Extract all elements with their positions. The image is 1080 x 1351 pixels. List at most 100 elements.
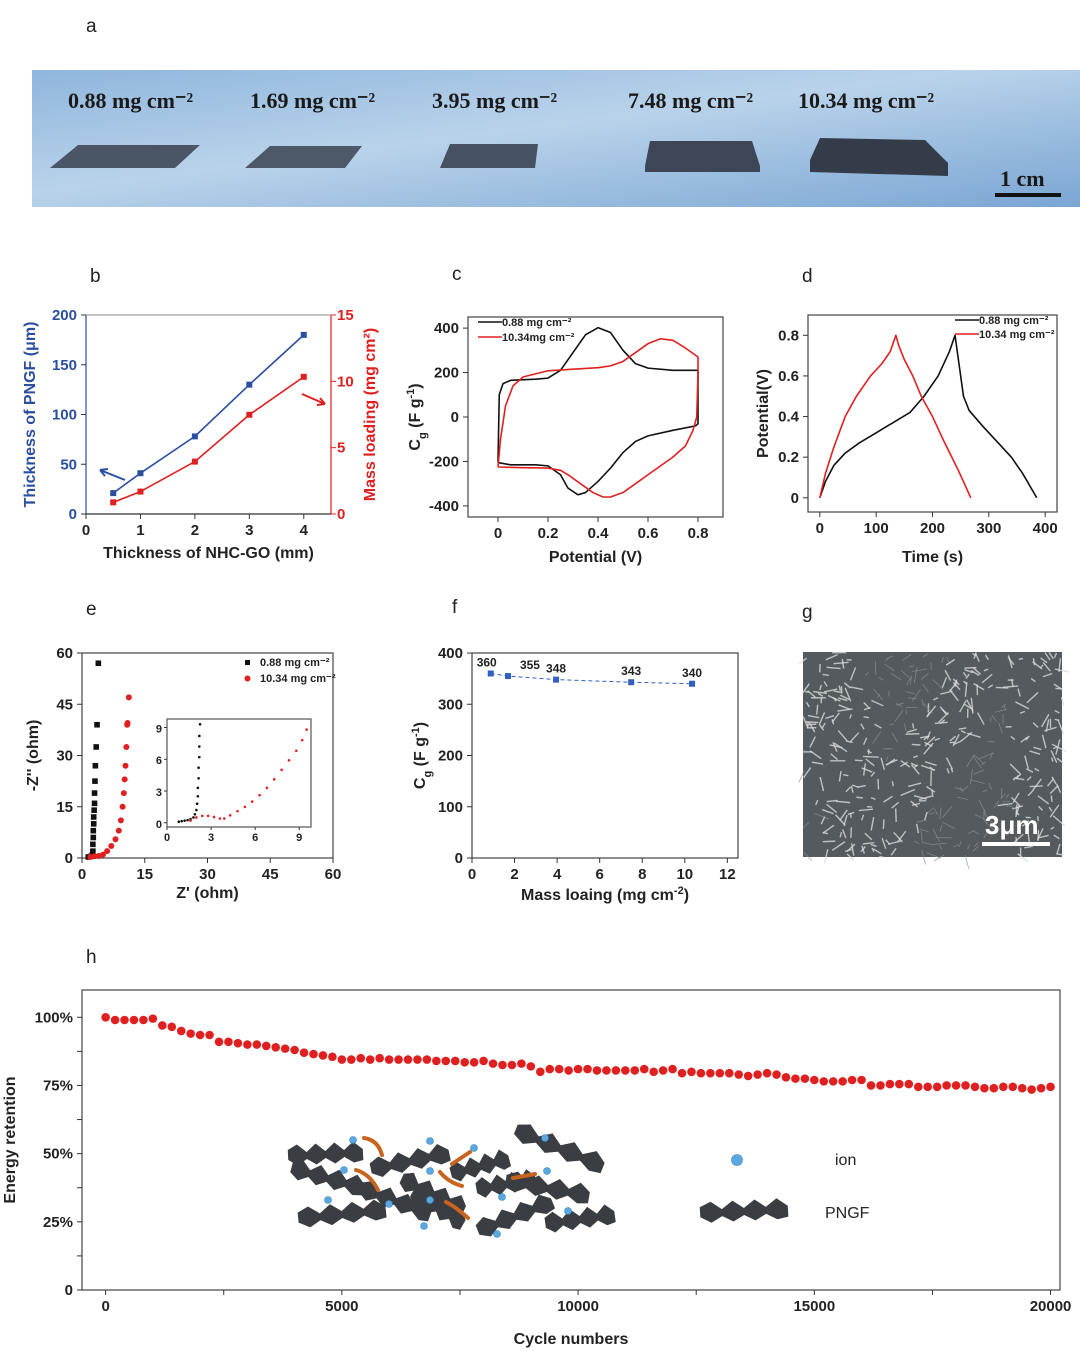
sem-texture	[850, 785, 854, 793]
sem-texture	[933, 842, 947, 845]
sem-texture	[985, 821, 998, 834]
sem-texture	[942, 805, 953, 818]
sem-texture	[1050, 757, 1054, 762]
sem-texture	[1015, 836, 1018, 843]
data-point	[246, 381, 253, 388]
sem-texture	[896, 703, 903, 708]
legend-label: 10.34mg cm⁻²	[502, 332, 575, 344]
data-point	[280, 768, 283, 772]
plot-frame	[471, 652, 739, 859]
sem-texture	[835, 800, 851, 804]
data-point	[236, 809, 239, 813]
data-point	[885, 1079, 895, 1089]
data-point	[125, 694, 132, 701]
data-point	[176, 1026, 186, 1036]
sem-texture	[924, 761, 937, 767]
sem-texture	[798, 657, 808, 665]
y-tick-label: 400	[438, 645, 463, 662]
sem-texture	[974, 754, 984, 764]
legend-label: 10.34 mg cm⁻²	[260, 673, 336, 685]
inset-frame	[166, 718, 312, 828]
sem-texture	[840, 694, 850, 701]
plot-frame	[807, 314, 1058, 513]
sem-texture	[1046, 778, 1055, 787]
data-point	[866, 1081, 876, 1090]
legend-marker	[245, 660, 250, 665]
data-point	[630, 1066, 640, 1075]
sem-texture	[894, 808, 897, 823]
pngf-flake-icon	[475, 1194, 556, 1237]
y-tick-label: 200	[438, 748, 463, 765]
y-tick-label: 0.2	[778, 449, 799, 466]
sem-texture	[966, 732, 981, 739]
data-point	[517, 1059, 526, 1068]
y-axis-label: Thickness of PNGF (μm)	[22, 322, 39, 508]
sem-texture	[911, 723, 915, 729]
data-point	[119, 803, 126, 810]
sem-texture	[821, 722, 826, 729]
sem-texture	[1056, 843, 1061, 854]
sem-texture	[891, 781, 894, 787]
sem-texture	[814, 813, 830, 820]
x-tick-label: 0.4	[588, 525, 610, 542]
x-tick-label: 60	[325, 866, 342, 883]
x-tick-label: 3	[245, 522, 253, 539]
y2-axis-label: Mass loading (mg cm²)	[362, 328, 379, 501]
data-label: 355	[520, 658, 540, 672]
data-point	[602, 1066, 611, 1075]
sem-texture	[924, 811, 928, 821]
sem-texture	[983, 830, 989, 839]
sem-texture	[1050, 826, 1055, 830]
sem-texture	[944, 669, 952, 681]
data-point	[195, 808, 198, 812]
data-point	[328, 1052, 337, 1062]
sem-texture	[831, 841, 846, 851]
sem-texture	[921, 841, 934, 846]
sem-texture	[952, 681, 961, 691]
series-line	[497, 337, 699, 498]
sem-texture	[958, 727, 967, 730]
data-point	[564, 1066, 573, 1075]
data-point	[526, 1062, 536, 1071]
sem-texture	[934, 721, 948, 725]
y-axis-label-part: -1	[410, 727, 422, 737]
sem-texture	[1034, 767, 1040, 772]
sem-texture	[941, 656, 944, 663]
arrow-right-icon	[301, 393, 326, 406]
y-tick-label: 100%	[35, 1009, 73, 1026]
sem-texture	[926, 852, 941, 859]
sem-texture	[1033, 746, 1042, 751]
pngf-flake-icon	[287, 1141, 364, 1166]
sem-texture	[1012, 773, 1022, 781]
sem-texture	[979, 752, 994, 759]
sample-film-2	[245, 146, 362, 168]
y-tick-label: 9	[156, 723, 162, 735]
sem-texture	[871, 847, 875, 853]
x-axis-label-part: )	[684, 887, 689, 904]
sem-texture	[945, 757, 954, 770]
data-point	[198, 734, 201, 738]
sem-texture	[1060, 696, 1065, 706]
sem-texture	[843, 773, 849, 777]
data-point	[272, 778, 276, 781]
x-tick-label: 20000	[1030, 1298, 1072, 1315]
x-axis-label: Thickness of NHC-GO (mm)	[103, 545, 314, 562]
sem-texture	[897, 830, 907, 842]
sample-film-3	[440, 144, 538, 168]
x-tick-label: 0	[816, 520, 824, 537]
sem-texture	[982, 789, 988, 793]
data-point	[110, 1015, 120, 1025]
sem-texture	[1058, 658, 1062, 672]
sem-texture	[813, 690, 828, 695]
sem-texture	[1015, 811, 1020, 816]
sem-texture	[837, 730, 848, 742]
data-point	[611, 1066, 621, 1075]
sem-texture	[858, 808, 874, 812]
sem-texture	[849, 732, 860, 743]
sem-texture	[823, 688, 838, 693]
sem-texture	[1040, 657, 1048, 664]
y-tick-label: 100	[438, 799, 463, 816]
data-point	[252, 1040, 262, 1049]
data-point	[639, 1064, 649, 1074]
